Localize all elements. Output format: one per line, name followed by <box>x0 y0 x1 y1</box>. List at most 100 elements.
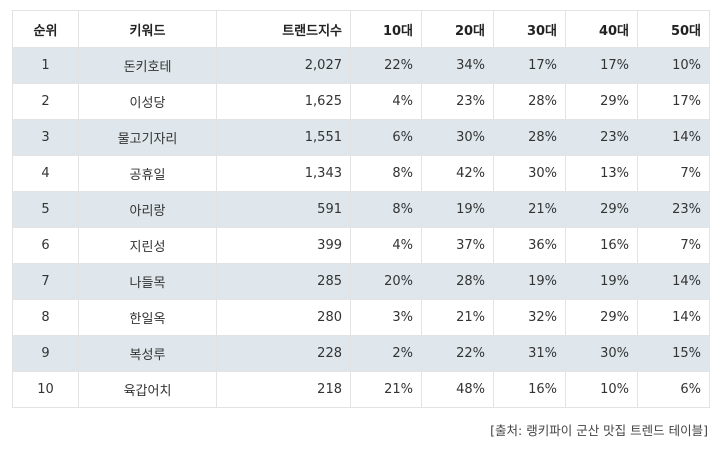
cell-age-50s: 14% <box>637 263 710 300</box>
cell-age-50s: 7% <box>637 155 710 192</box>
cell-age-10s: 3% <box>350 299 422 336</box>
header-age-40s: 40대 <box>565 10 638 48</box>
cell-rank: 4 <box>12 155 79 192</box>
cell-age-20s: 28% <box>421 263 494 300</box>
cell-age-40s: 30% <box>565 335 638 372</box>
table-row: 8 한일옥 280 3% 21% 32% 29% 14% <box>12 299 710 336</box>
cell-age-20s: 21% <box>421 299 494 336</box>
cell-rank: 8 <box>12 299 79 336</box>
trend-table: 순위 키워드 트랜드지수 10대 20대 30대 40대 50대 1 돈키호테 2,… <box>12 10 710 408</box>
header-trend-index: 트랜드지수 <box>216 10 351 48</box>
table-row: 1 돈키호테 2,027 22% 34% 17% 17% 10% <box>12 47 710 84</box>
table-row: 3 물고기자리 1,551 6% 30% 28% 23% 14% <box>12 119 710 156</box>
table-row: 5 아리랑 591 8% 19% 21% 29% 23% <box>12 191 710 228</box>
cell-rank: 9 <box>12 335 79 372</box>
cell-age-40s: 19% <box>565 263 638 300</box>
cell-age-30s: 16% <box>493 371 566 408</box>
cell-age-10s: 21% <box>350 371 422 408</box>
cell-rank: 7 <box>12 263 79 300</box>
cell-age-10s: 6% <box>350 119 422 156</box>
cell-age-10s: 2% <box>350 335 422 372</box>
cell-age-20s: 37% <box>421 227 494 264</box>
cell-keyword: 이성당 <box>78 83 217 120</box>
cell-trend-index: 1,625 <box>216 83 351 120</box>
table-row: 10 육갑어치 218 21% 48% 16% 10% 6% <box>12 371 710 408</box>
cell-age-30s: 28% <box>493 119 566 156</box>
cell-keyword: 아리랑 <box>78 191 217 228</box>
table-row: 4 공휴일 1,343 8% 42% 30% 13% 7% <box>12 155 710 192</box>
cell-age-20s: 42% <box>421 155 494 192</box>
cell-age-20s: 34% <box>421 47 494 84</box>
cell-age-30s: 19% <box>493 263 566 300</box>
cell-age-50s: 6% <box>637 371 710 408</box>
cell-age-50s: 10% <box>637 47 710 84</box>
cell-keyword: 돈키호테 <box>78 47 217 84</box>
header-age-50s: 50대 <box>637 10 710 48</box>
cell-age-30s: 30% <box>493 155 566 192</box>
cell-age-50s: 14% <box>637 119 710 156</box>
cell-keyword: 물고기자리 <box>78 119 217 156</box>
cell-age-30s: 31% <box>493 335 566 372</box>
cell-age-10s: 4% <box>350 227 422 264</box>
cell-age-20s: 30% <box>421 119 494 156</box>
cell-age-10s: 8% <box>350 155 422 192</box>
cell-rank: 3 <box>12 119 79 156</box>
cell-age-10s: 4% <box>350 83 422 120</box>
cell-keyword: 육갑어치 <box>78 371 217 408</box>
cell-keyword: 나들목 <box>78 263 217 300</box>
cell-trend-index: 228 <box>216 335 351 372</box>
table-row: 6 지린성 399 4% 37% 36% 16% 7% <box>12 227 710 264</box>
cell-age-20s: 48% <box>421 371 494 408</box>
cell-age-10s: 20% <box>350 263 422 300</box>
cell-trend-index: 280 <box>216 299 351 336</box>
table-row: 7 나들목 285 20% 28% 19% 19% 14% <box>12 263 710 300</box>
cell-age-20s: 22% <box>421 335 494 372</box>
cell-age-40s: 29% <box>565 299 638 336</box>
cell-age-20s: 23% <box>421 83 494 120</box>
cell-trend-index: 1,343 <box>216 155 351 192</box>
cell-rank: 6 <box>12 227 79 264</box>
cell-rank: 2 <box>12 83 79 120</box>
cell-age-20s: 19% <box>421 191 494 228</box>
source-caption: [출처: 랭키파이 군산 맛집 트렌드 테이블] <box>490 423 708 438</box>
cell-age-40s: 10% <box>565 371 638 408</box>
header-age-10s: 10대 <box>350 10 422 48</box>
cell-age-10s: 22% <box>350 47 422 84</box>
cell-age-30s: 36% <box>493 227 566 264</box>
table-row: 2 이성당 1,625 4% 23% 28% 29% 17% <box>12 83 710 120</box>
cell-trend-index: 591 <box>216 191 351 228</box>
header-age-30s: 30대 <box>493 10 566 48</box>
cell-keyword: 지린성 <box>78 227 217 264</box>
cell-age-50s: 14% <box>637 299 710 336</box>
cell-age-10s: 8% <box>350 191 422 228</box>
cell-age-40s: 13% <box>565 155 638 192</box>
cell-rank: 1 <box>12 47 79 84</box>
cell-rank: 5 <box>12 191 79 228</box>
cell-age-30s: 17% <box>493 47 566 84</box>
cell-age-40s: 16% <box>565 227 638 264</box>
cell-trend-index: 285 <box>216 263 351 300</box>
cell-trend-index: 399 <box>216 227 351 264</box>
cell-trend-index: 218 <box>216 371 351 408</box>
cell-age-30s: 32% <box>493 299 566 336</box>
cell-age-50s: 23% <box>637 191 710 228</box>
cell-age-40s: 17% <box>565 47 638 84</box>
cell-keyword: 한일옥 <box>78 299 217 336</box>
table-body: 1 돈키호테 2,027 22% 34% 17% 17% 10% 2 이성당 1,625 4% 23% 2… <box>12 47 710 408</box>
header-rank: 순위 <box>12 10 79 48</box>
cell-age-50s: 15% <box>637 335 710 372</box>
cell-age-50s: 7% <box>637 227 710 264</box>
cell-age-40s: 29% <box>565 83 638 120</box>
cell-age-50s: 17% <box>637 83 710 120</box>
cell-keyword: 복성루 <box>78 335 217 372</box>
cell-age-30s: 21% <box>493 191 566 228</box>
header-age-20s: 20대 <box>421 10 494 48</box>
cell-age-40s: 23% <box>565 119 638 156</box>
cell-rank: 10 <box>12 371 79 408</box>
header-keyword: 키워드 <box>78 10 217 48</box>
table-row: 9 복성루 228 2% 22% 31% 30% 15% <box>12 335 710 372</box>
cell-keyword: 공휴일 <box>78 155 217 192</box>
header-row: 순위 키워드 트랜드지수 10대 20대 30대 40대 50대 <box>12 10 710 48</box>
cell-trend-index: 2,027 <box>216 47 351 84</box>
